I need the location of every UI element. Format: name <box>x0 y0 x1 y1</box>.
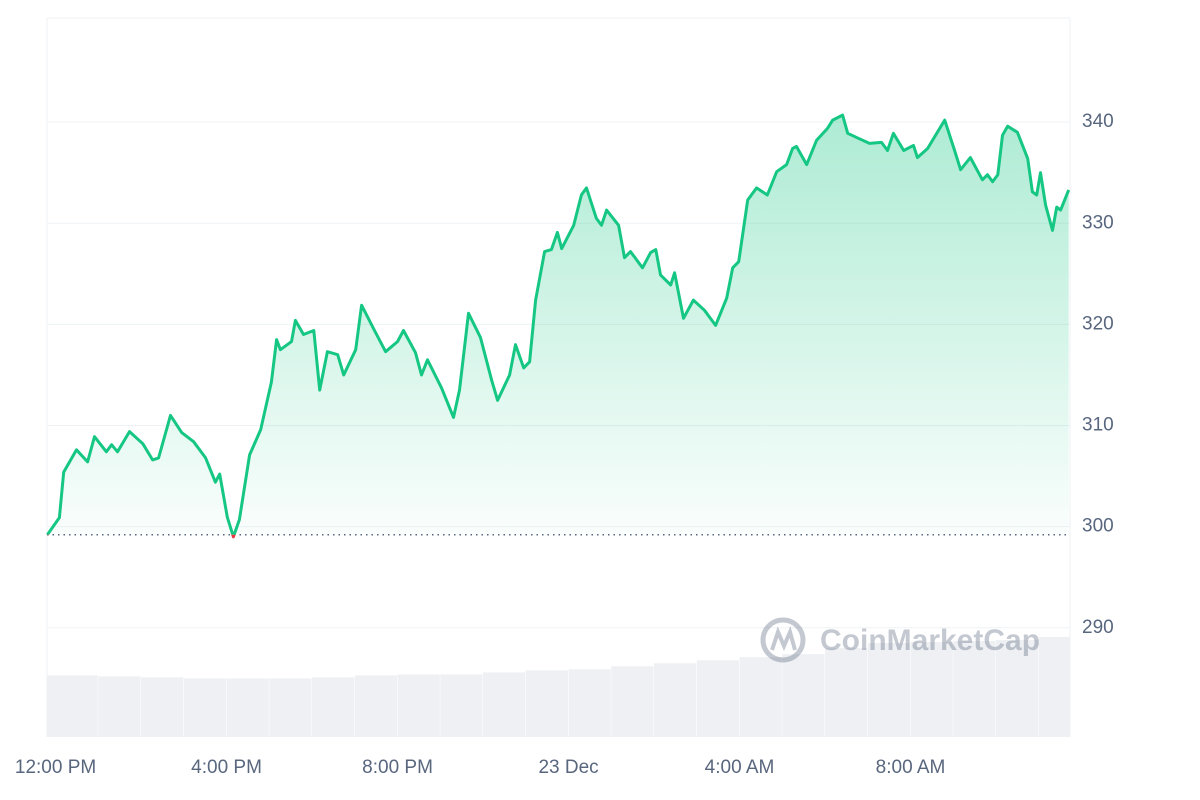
watermark: CoinMarketCap <box>760 617 1040 663</box>
volume-bar <box>483 672 526 737</box>
y-tick-label: 330 <box>1082 212 1114 233</box>
x-tick-label: 12:00 PM <box>15 757 96 778</box>
volume-bar <box>525 670 569 737</box>
volume-bar <box>440 674 483 737</box>
x-tick-label: 8:00 PM <box>362 757 433 778</box>
volume-bar <box>354 675 398 737</box>
volume-bar <box>397 674 440 737</box>
volume-bar <box>611 666 654 737</box>
volume-bar <box>568 669 611 737</box>
plot-layer <box>46 113 1071 539</box>
volume-bar <box>910 642 953 737</box>
volume-bar <box>739 657 782 737</box>
watermark-logo-mark <box>770 625 797 652</box>
volume-bar <box>996 640 1039 737</box>
volume-layer <box>47 637 1070 737</box>
watermark-text: CoinMarketCap <box>820 624 1040 657</box>
y-tick-label: 310 <box>1082 415 1114 436</box>
y-tick-label: 320 <box>1082 313 1114 334</box>
volume-bar <box>953 641 996 737</box>
volume-bar <box>654 663 697 737</box>
x-tick-label: 4:00 PM <box>191 757 262 778</box>
x-tick-label: 4:00 AM <box>705 757 775 778</box>
area <box>47 115 1069 535</box>
axis-layer: 290 300 310 320 330 340 12:00 PM 4:00 PM 8:00 PM… <box>15 111 1114 778</box>
x-tick-label: 8:00 AM <box>876 757 946 778</box>
volume-bar <box>1038 637 1070 737</box>
y-tick-label: 300 <box>1082 516 1114 537</box>
y-tick-label: 290 <box>1082 617 1114 638</box>
volume-bar <box>269 678 312 737</box>
volume-bar <box>141 677 184 737</box>
volume-bar <box>867 643 911 737</box>
volume-bar <box>825 648 868 737</box>
volume-bar <box>98 676 141 737</box>
price-line <box>46 113 1071 535</box>
watermark-logo <box>760 617 806 663</box>
volume-bar <box>226 678 269 737</box>
volume-bar <box>312 677 355 737</box>
x-tick-label: 23 Dec <box>538 757 598 778</box>
y-tick-label: 340 <box>1082 111 1114 132</box>
volume-bar <box>782 654 825 737</box>
volume-bar <box>183 678 227 737</box>
volume-bar <box>696 660 740 737</box>
volume-bar <box>47 675 98 737</box>
